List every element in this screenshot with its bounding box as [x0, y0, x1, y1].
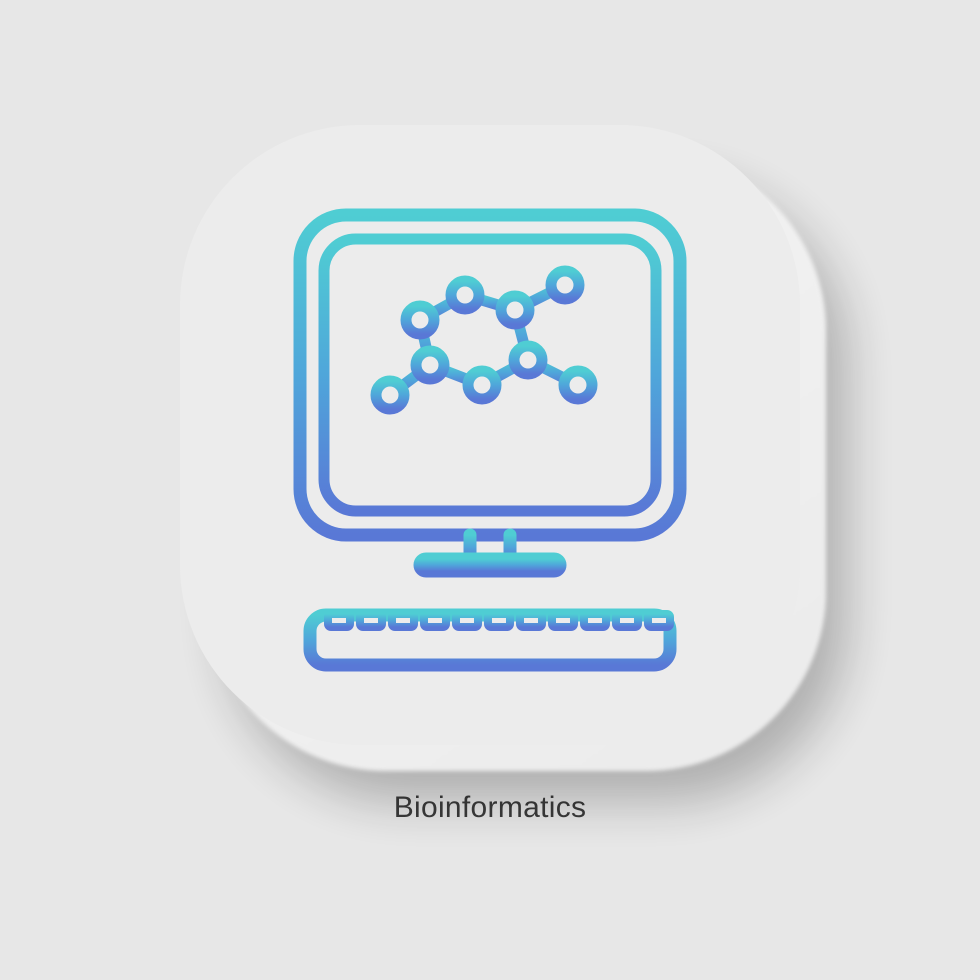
icon-card: Bioinformatics [0, 0, 980, 980]
app-tile [180, 125, 800, 745]
tile-surface [180, 125, 800, 745]
bioinformatics-icon [270, 195, 710, 675]
icon-label: Bioinformatics [394, 791, 587, 825]
